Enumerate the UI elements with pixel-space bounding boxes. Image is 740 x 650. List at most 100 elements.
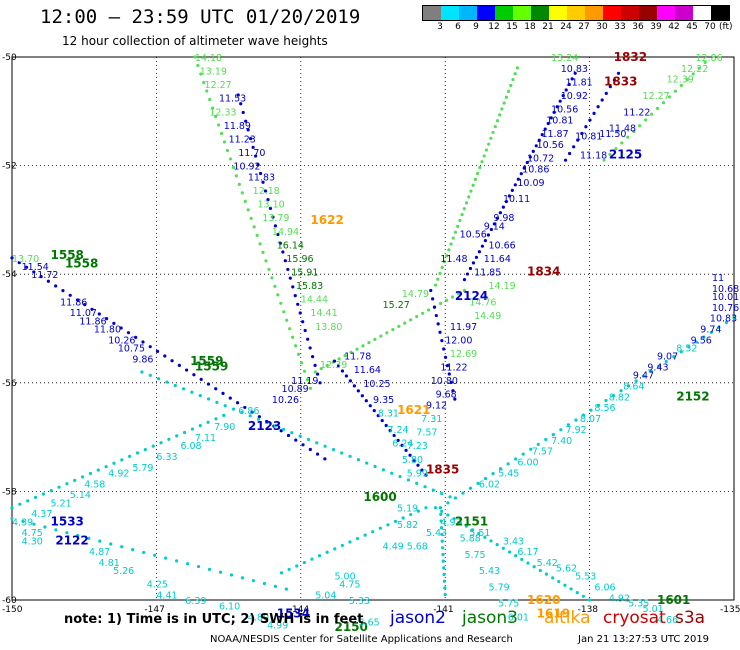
track-point [580, 131, 584, 136]
track-point [234, 174, 238, 178]
wave-height-label: 5.19 [397, 504, 418, 515]
track-point [529, 447, 533, 451]
track-point [467, 195, 471, 199]
track-point [164, 556, 168, 560]
track-point [73, 478, 77, 482]
track-point [589, 408, 593, 412]
track-point [468, 266, 473, 271]
track-point [588, 118, 592, 122]
track-point [495, 119, 500, 123]
wave-height-label: 4.49 [383, 542, 404, 553]
track-point [243, 199, 247, 203]
track-point [632, 129, 636, 134]
color-swatch [711, 6, 729, 20]
track-point [502, 101, 506, 105]
track-point [471, 183, 475, 187]
track-point [415, 314, 419, 319]
wave-height-label: 10.80 [431, 376, 458, 387]
track-point [135, 451, 140, 455]
wave-height-label: 10.89 [282, 384, 309, 395]
wave-height-label: 10.92 [561, 91, 588, 102]
time-label: 1832 [614, 50, 647, 64]
track-point [398, 474, 402, 479]
track-point [476, 481, 480, 485]
track-point [608, 85, 612, 89]
track-point [199, 72, 203, 76]
track-point [263, 189, 268, 193]
track-point [258, 242, 262, 246]
track-point [611, 394, 616, 398]
track-point [218, 570, 223, 574]
track-point [198, 424, 202, 428]
track-point [576, 138, 580, 142]
time-label: 1621 [397, 403, 430, 417]
track-point [271, 215, 275, 219]
time-label: 1622 [310, 213, 343, 227]
track-point [644, 118, 648, 122]
timestamp: Jan 21 13:27:53 UTC 2019 [578, 634, 710, 645]
track-point [489, 136, 493, 140]
track-point [360, 394, 364, 398]
track-point [563, 158, 568, 162]
track-point [697, 66, 701, 70]
color-scale-label: 30 [596, 22, 608, 32]
track-point [68, 293, 72, 297]
time-label: 1619 [537, 607, 570, 621]
legend-s3a: s3a [675, 608, 706, 628]
track-point [477, 250, 482, 254]
track-point [685, 78, 689, 82]
wave-height-label: 4.75 [22, 528, 43, 539]
latitude-tick-label: -58 [2, 487, 17, 497]
track-point [46, 279, 50, 283]
track-point [87, 536, 91, 540]
wave-height-label: 11.70 [238, 148, 265, 159]
track-point [441, 559, 445, 563]
wave-height-label: 5.21 [51, 498, 72, 509]
time-label: 2122 [55, 533, 88, 547]
track-point [205, 89, 209, 93]
track-point [687, 345, 691, 349]
wave-height-label: 11.19 [291, 376, 318, 387]
track-point [143, 447, 147, 452]
track-point [273, 284, 277, 288]
track-point [287, 567, 291, 572]
track-point [288, 276, 292, 280]
track-point [165, 380, 169, 384]
wave-height-label: 11.54 [22, 262, 49, 273]
track-point [600, 98, 604, 102]
track-point [173, 383, 177, 388]
wave-height-label: 6.01 [508, 612, 529, 623]
longitude-tick-label: -138 [578, 605, 599, 615]
track-point [363, 533, 367, 537]
track-point [584, 125, 588, 129]
track-point [298, 311, 302, 315]
track-point [679, 83, 683, 88]
track-point [332, 359, 337, 363]
wave-height-label: 11.48 [440, 254, 467, 265]
wave-height-label: 12.00 [445, 335, 472, 346]
track-point [515, 66, 520, 70]
track-point [151, 444, 155, 448]
track-point [356, 458, 361, 462]
track-point [365, 461, 369, 465]
wave-height-label: 12.18 [253, 186, 280, 197]
wave-height-label: 11.89 [224, 121, 251, 132]
track-point [257, 415, 261, 419]
track-point [279, 301, 283, 305]
wave-height-label: 5.35 [628, 599, 649, 610]
wave-height-label: 5.75 [464, 550, 485, 561]
track-point [240, 191, 244, 195]
wave-height-label: 7.11 [195, 433, 216, 444]
track-point [438, 301, 443, 306]
track-point [237, 182, 241, 186]
track-point [182, 430, 187, 435]
track-point [564, 88, 568, 92]
wave-height-label: 8.56 [594, 403, 615, 414]
wave-height-label: 13.10 [257, 200, 284, 211]
track-point [206, 382, 211, 386]
track-point [348, 379, 352, 383]
color-swatch [639, 6, 657, 20]
color-scale-label: 39 [650, 22, 662, 32]
track-point [24, 265, 29, 269]
track-point [474, 255, 479, 259]
